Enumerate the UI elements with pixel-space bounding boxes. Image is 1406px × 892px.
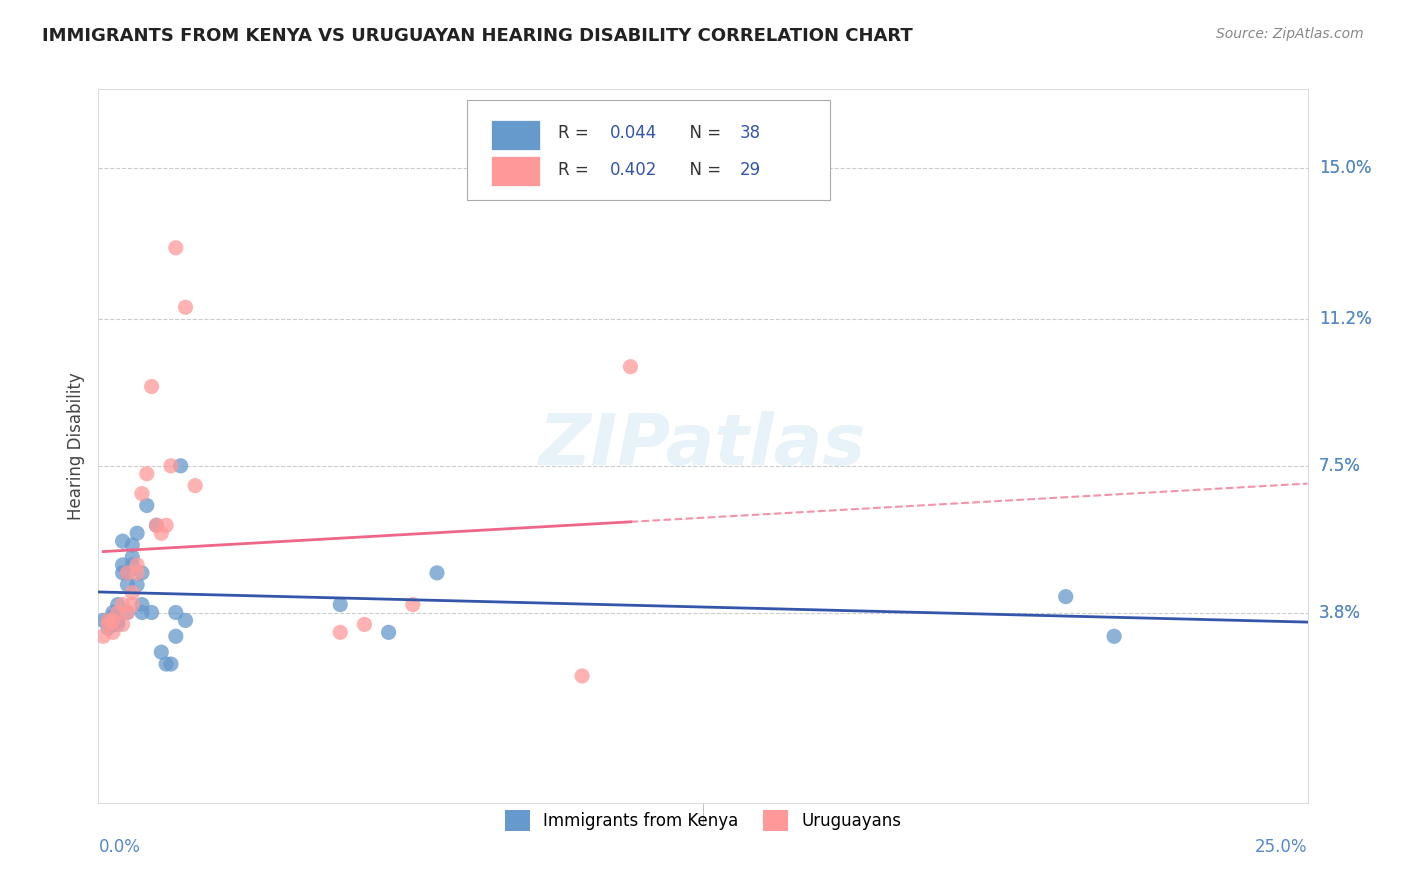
Point — [97, 621, 120, 635]
Point — [155, 518, 177, 533]
Text: 11.2%: 11.2% — [1319, 310, 1371, 328]
Point — [107, 606, 129, 620]
Text: 3.8%: 3.8% — [1319, 604, 1361, 622]
Point — [91, 614, 114, 628]
Point — [121, 549, 143, 564]
Point — [121, 538, 143, 552]
Point — [165, 241, 187, 255]
Point — [101, 617, 124, 632]
Y-axis label: Hearing Disability: Hearing Disability — [66, 372, 84, 520]
Point — [97, 617, 120, 632]
Point — [150, 526, 173, 541]
Point — [619, 359, 641, 374]
Point — [145, 518, 167, 533]
FancyBboxPatch shape — [492, 120, 540, 150]
Text: 15.0%: 15.0% — [1319, 160, 1371, 178]
Point — [426, 566, 449, 580]
Point — [101, 606, 124, 620]
Text: 0.402: 0.402 — [610, 161, 657, 178]
Point — [127, 558, 149, 572]
Point — [329, 598, 352, 612]
Text: ZIPatlas: ZIPatlas — [540, 411, 866, 481]
Text: 38: 38 — [740, 125, 761, 143]
Point — [111, 534, 134, 549]
Point — [117, 566, 139, 580]
Point — [1102, 629, 1125, 643]
Point — [160, 458, 183, 473]
Point — [97, 614, 120, 628]
Point — [117, 606, 139, 620]
Point — [117, 578, 139, 592]
Point — [111, 598, 134, 612]
Point — [571, 669, 593, 683]
Text: Source: ZipAtlas.com: Source: ZipAtlas.com — [1216, 27, 1364, 41]
Text: N =: N = — [679, 125, 725, 143]
Text: 0.044: 0.044 — [610, 125, 657, 143]
Point — [141, 606, 163, 620]
Point — [101, 625, 124, 640]
Point — [135, 499, 157, 513]
Point — [150, 645, 173, 659]
Point — [97, 614, 120, 628]
Text: 7.5%: 7.5% — [1319, 457, 1361, 475]
FancyBboxPatch shape — [492, 155, 540, 186]
Point — [131, 486, 153, 500]
Point — [131, 606, 153, 620]
Point — [127, 526, 149, 541]
Point — [131, 598, 153, 612]
Text: 25.0%: 25.0% — [1256, 838, 1308, 855]
Point — [135, 467, 157, 481]
Point — [1054, 590, 1077, 604]
Point — [117, 566, 139, 580]
Point — [174, 614, 197, 628]
Legend: Immigrants from Kenya, Uruguayans: Immigrants from Kenya, Uruguayans — [498, 804, 908, 838]
Point — [107, 598, 129, 612]
Point — [127, 578, 149, 592]
Point — [165, 606, 187, 620]
Point — [402, 598, 425, 612]
Text: 15.0%: 15.0% — [1319, 160, 1371, 178]
Text: 11.2%: 11.2% — [1319, 310, 1371, 328]
Point — [377, 625, 399, 640]
Point — [91, 629, 114, 643]
Point — [101, 609, 124, 624]
Point — [184, 478, 207, 492]
Point — [145, 518, 167, 533]
Point — [141, 379, 163, 393]
Point — [121, 585, 143, 599]
Point — [165, 629, 187, 643]
Point — [353, 617, 375, 632]
Point — [174, 300, 197, 314]
Point — [160, 657, 183, 671]
Text: IMMIGRANTS FROM KENYA VS URUGUAYAN HEARING DISABILITY CORRELATION CHART: IMMIGRANTS FROM KENYA VS URUGUAYAN HEARI… — [42, 27, 912, 45]
Point — [111, 617, 134, 632]
Point — [169, 458, 191, 473]
Point — [107, 614, 129, 628]
Text: R =: R = — [558, 125, 593, 143]
Point — [101, 614, 124, 628]
Point — [121, 558, 143, 572]
Text: 7.5%: 7.5% — [1319, 457, 1361, 475]
Point — [127, 566, 149, 580]
Point — [155, 657, 177, 671]
Text: 3.8%: 3.8% — [1319, 604, 1361, 622]
Point — [111, 558, 134, 572]
Text: 29: 29 — [740, 161, 761, 178]
Point — [121, 598, 143, 612]
Point — [131, 566, 153, 580]
Text: R =: R = — [558, 161, 593, 178]
Point — [117, 606, 139, 620]
Text: N =: N = — [679, 161, 725, 178]
Text: 0.0%: 0.0% — [98, 838, 141, 855]
Point — [329, 625, 352, 640]
Point — [111, 566, 134, 580]
FancyBboxPatch shape — [467, 100, 830, 200]
Point — [107, 617, 129, 632]
